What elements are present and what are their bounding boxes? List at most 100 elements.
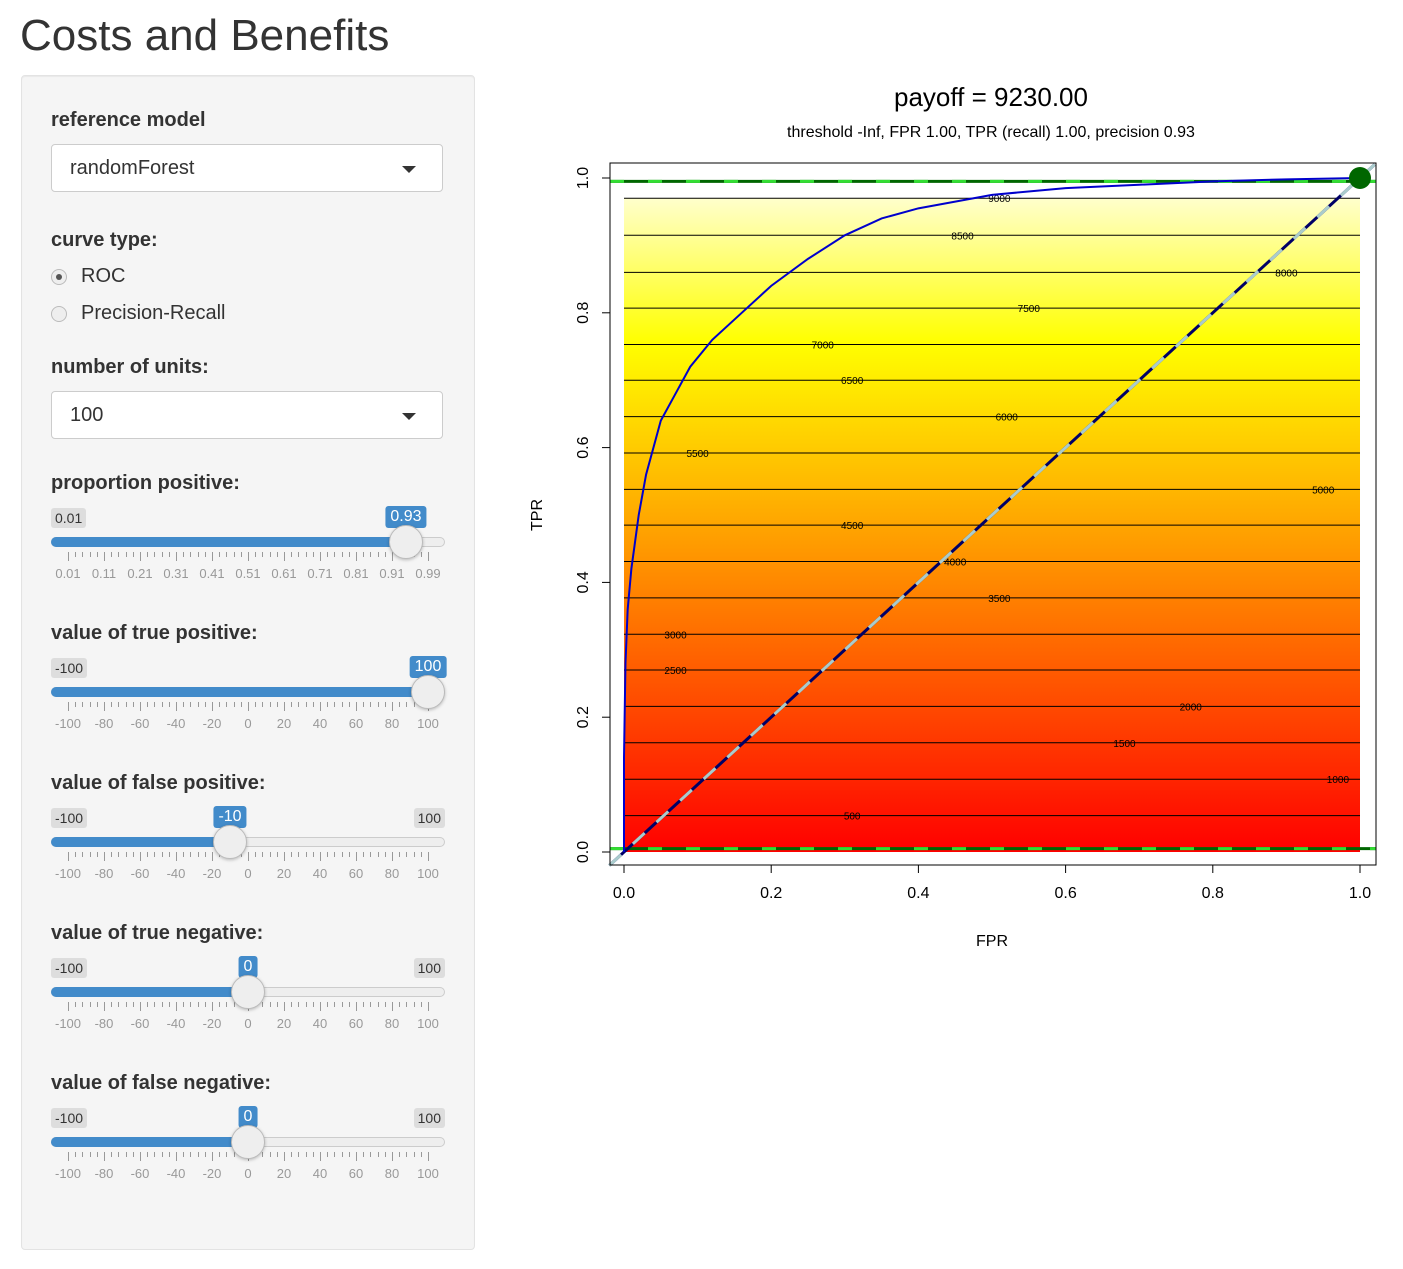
slider-tick [284,552,285,561]
contour-label-3500: 3500 [988,594,1011,605]
slider-tick [363,702,365,707]
slider-tick [197,1152,199,1157]
slider-tick [291,702,293,707]
slider-tick [334,1152,336,1157]
slider-tick-label: 0.71 [307,566,333,581]
y-tick-label: 0.8 [575,302,592,324]
slider-tick-label: 20 [276,1016,292,1031]
slider-tick [384,1152,386,1157]
slider-tick-label: 0 [244,1016,252,1031]
slider-tick [75,552,77,557]
roc-curve [623,177,1361,852]
slider-tick [118,852,120,857]
slider-handle[interactable] [231,975,265,1009]
slider-tick [269,552,271,557]
slider-tick [392,702,393,711]
slider-tick [348,1152,350,1157]
y-tick-label: 1.0 [575,167,592,189]
slider-tick [118,1002,120,1007]
slider-tick [377,1152,379,1157]
slider-fill [51,837,230,847]
slider-tick [406,852,408,857]
slider-tick [305,1152,307,1157]
slider-tick-label: -40 [166,866,186,881]
contour-label-2000: 2000 [1180,702,1203,713]
slider-tick [248,852,249,861]
slider-tick [125,1152,127,1157]
slider-tick [334,552,336,557]
slider-handle[interactable] [213,825,247,859]
slider-tick-label: -80 [94,1166,114,1181]
slider-tick [363,852,365,857]
slider-tick [132,552,134,557]
slider-tick-label: 0.31 [163,566,189,581]
slider-tick [168,852,170,857]
slider-handle[interactable] [231,1125,265,1159]
slider-tick-label: 60 [348,866,364,881]
slider-tick [219,1002,221,1007]
slider-tick [154,1152,156,1157]
slider-tick [140,1152,141,1161]
slider-tick [111,852,113,857]
slider-tick [226,1002,228,1007]
slider-tick-label: 0 [244,716,252,731]
selected-threshold-point [1349,167,1371,189]
slider-tick-label: -60 [130,1166,150,1181]
slider-tick [147,1002,149,1007]
slider-tick-label: -20 [202,1166,222,1181]
slider-tick [413,852,415,857]
number-of-units-select[interactable]: 100 [51,391,443,439]
slider-tick [75,852,77,857]
reference-model-value: randomForest [70,157,195,179]
slider-tick-label: -80 [94,1016,114,1031]
slider-tick [377,852,379,857]
slider-tick [262,702,264,707]
contour-label-8000: 8000 [1275,268,1298,279]
slider-tick [269,1152,271,1157]
slider-tick-label: -80 [94,716,114,731]
slider-handle[interactable] [411,675,445,709]
slider-true-negative[interactable]: -100 100 0 -100 -80 -60 -40 -20 0 20 40 60 80 100 [51,956,445,1058]
slider-tick [420,852,422,857]
number-of-units-label: number of units: [51,356,209,378]
slider-tick [341,702,343,707]
slider-tick [327,1152,329,1157]
slider-tick [384,702,386,707]
slider-tick [168,1002,170,1007]
contour-label-1000: 1000 [1327,775,1350,786]
slider-ticks [51,552,445,562]
slider-tick [284,702,285,711]
slider-tick [233,702,235,707]
x-tick-label: 0.6 [1054,885,1076,902]
slider-tick [334,1002,336,1007]
slider-tick [89,1002,91,1007]
slider-tick [341,1152,343,1157]
sidebar-panel: reference model randomForest curve type:… [21,75,475,1250]
slider-tick-label: 0.01 [55,566,81,581]
reference-model-select[interactable]: randomForest [51,144,443,192]
radio-selected-icon [51,269,67,285]
slider-tick [327,1002,329,1007]
slider-fill [51,687,428,697]
slider-handle[interactable] [388,525,423,559]
slider-false-negative[interactable]: -100 100 0 -100 -80 -60 -40 -20 0 20 40 60 80 100 [51,1106,445,1208]
slider-tick [356,552,357,561]
slider-tick-label: -100 [54,866,82,881]
slider-tick [197,702,199,707]
slider-value-badge: 0.93 [385,506,427,533]
slider-tick [320,1152,321,1161]
slider-false-positive[interactable]: -100 100 -10 -100 -80 -60 -40 -20 0 20 40 60 80 100 [51,806,445,908]
slider-proportion-positive[interactable]: 0.01 0.93 0.01 0.11 0.21 0.31 0.41 0.51 0.61 0.71… [51,506,445,608]
slider-tick [212,1152,213,1161]
slider-tick-label: 0.61 [271,566,297,581]
slider-label-true-positive: value of true positive: [51,622,258,644]
slider-tick [161,552,163,557]
slider-tick [356,852,357,861]
slider-tick [348,852,350,857]
slider-tick [320,552,321,561]
slider-true-positive[interactable]: -100 100 -100 -80 -60 -40 -20 0 20 40 60 80 100 [51,656,447,758]
slider-tick [413,1152,415,1157]
slider-tick-label: -20 [202,866,222,881]
slider-tick [399,852,401,857]
slider-tick [147,702,149,707]
